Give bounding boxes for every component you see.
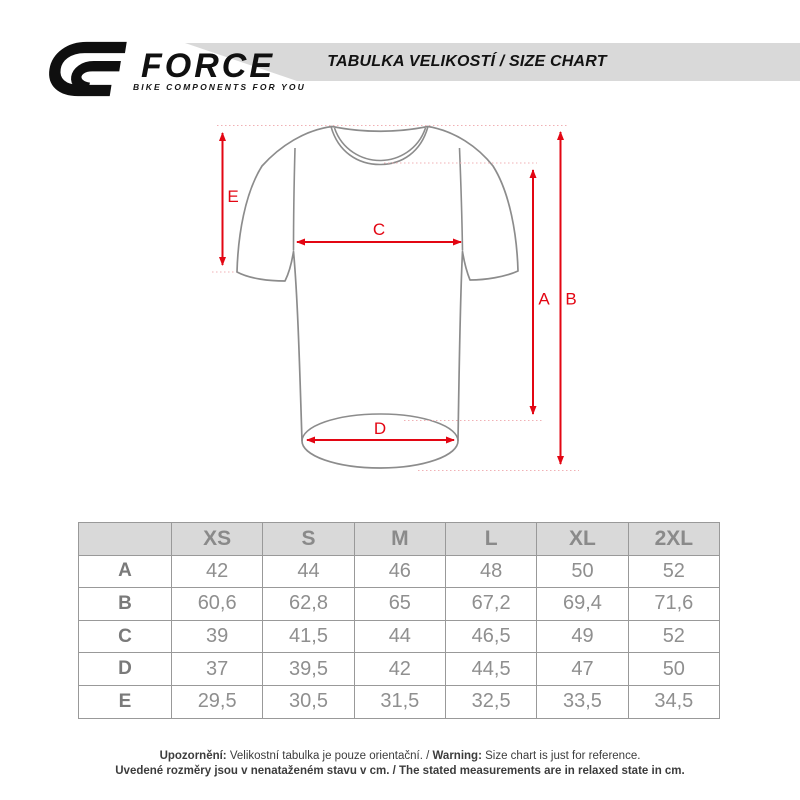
label-e: E xyxy=(227,187,238,206)
collar-outer xyxy=(330,126,429,166)
footer-note-1: Upozornění: Velikostní tabulka je pouze … xyxy=(0,749,800,765)
row-label: C xyxy=(78,619,172,654)
size-value-cell: 49 xyxy=(536,619,629,654)
size-value-cell: 44,5 xyxy=(444,652,538,686)
hem-line xyxy=(301,413,459,442)
size-value-cell: 33,5 xyxy=(536,684,629,719)
row-label: D xyxy=(78,652,172,686)
measure-arrows xyxy=(219,131,564,465)
warning-label-en: Warning: xyxy=(432,750,482,762)
size-value-cell: 44 xyxy=(262,554,355,589)
size-value-cell: 65 xyxy=(353,587,446,621)
size-table: XS S M L XL 2XL A 42 44 46 48 50 52 B 60,6 62,8 65 67,2 6… xyxy=(78,522,721,719)
size-value-cell: 42 xyxy=(353,652,446,686)
size-value-cell: 31,5 xyxy=(353,684,446,719)
right-seam xyxy=(458,147,464,251)
leader-lines-back xyxy=(212,125,579,471)
row-label: A xyxy=(78,554,172,589)
row-label: B xyxy=(78,587,172,621)
size-value-cell: 41,5 xyxy=(262,619,355,654)
label-a: A xyxy=(538,290,550,309)
corner-cell xyxy=(78,522,172,556)
size-value-cell: 44 xyxy=(353,619,446,654)
size-value-cell: 37 xyxy=(170,652,264,686)
size-value-cell: 39,5 xyxy=(262,652,355,686)
warning-label-cz: Upozornění: xyxy=(159,750,227,762)
size-value-cell: 47 xyxy=(536,652,629,686)
label-c: C xyxy=(373,220,385,239)
size-value-cell: 52 xyxy=(627,619,721,654)
size-value-cell: 60,6 xyxy=(170,587,264,621)
warning-text-en: Size chart is just for reference. xyxy=(481,750,641,762)
size-value-cell: 67,2 xyxy=(444,587,538,621)
size-column-header: XL xyxy=(536,522,629,556)
size-value-cell: 69,4 xyxy=(536,587,629,621)
table-row: E 29,5 30,5 31,5 32,5 33,5 34,5 xyxy=(78,684,721,719)
size-table-header-row: XS S M L XL 2XL xyxy=(78,522,721,556)
size-value-cell: 30,5 xyxy=(262,684,355,719)
size-column-header: L xyxy=(444,522,538,556)
brand-name: FORCE xyxy=(141,47,275,85)
size-value-cell: 62,8 xyxy=(262,587,355,621)
size-value-cell: 50 xyxy=(536,554,629,589)
footer-note-2: Uvedené rozměry jsou v nenataženém stavu… xyxy=(115,765,685,777)
collar-inner xyxy=(333,127,427,162)
size-value-cell: 50 xyxy=(627,652,721,686)
label-b: B xyxy=(565,290,576,309)
size-value-cell: 39 xyxy=(170,619,264,654)
size-column-header: M xyxy=(353,522,446,556)
brand-tagline: BIKE COMPONENTS FOR YOU xyxy=(133,82,306,92)
leader-lines-front xyxy=(384,162,542,421)
tshirt-figure xyxy=(236,125,519,469)
size-value-cell: 52 xyxy=(627,554,721,589)
row-label: E xyxy=(78,684,172,719)
table-row: C 39 41,5 44 46,5 49 52 xyxy=(78,619,721,654)
force-emblem-icon xyxy=(36,40,132,103)
size-column-header: XS xyxy=(170,522,264,556)
left-seam xyxy=(292,147,296,251)
size-value-cell: 42 xyxy=(170,554,264,589)
size-value-cell: 32,5 xyxy=(444,684,538,719)
size-value-cell: 46 xyxy=(353,554,446,589)
table-row: A 42 44 46 48 50 52 xyxy=(78,554,721,589)
page-title: TABULKA VELIKOSTÍ / SIZE CHART xyxy=(327,53,607,70)
size-value-cell: 48 xyxy=(444,554,538,589)
tshirt-diagram: E C A B D xyxy=(180,105,600,500)
size-value-cell: 71,6 xyxy=(627,587,721,621)
header-band xyxy=(185,43,800,81)
table-row: B 60,6 62,8 65 67,2 69,4 71,6 xyxy=(78,587,721,621)
size-value-cell: 46,5 xyxy=(444,619,538,654)
label-d: D xyxy=(374,419,386,438)
warning-text-cz: Velikostní tabulka je pouze orientační. … xyxy=(226,750,433,762)
size-value-cell: 29,5 xyxy=(170,684,264,719)
size-column-header: 2XL xyxy=(627,522,721,556)
size-value-cell: 34,5 xyxy=(627,684,721,719)
size-column-header: S xyxy=(262,522,355,556)
table-row: D 37 39,5 42 44,5 47 50 xyxy=(78,652,721,686)
